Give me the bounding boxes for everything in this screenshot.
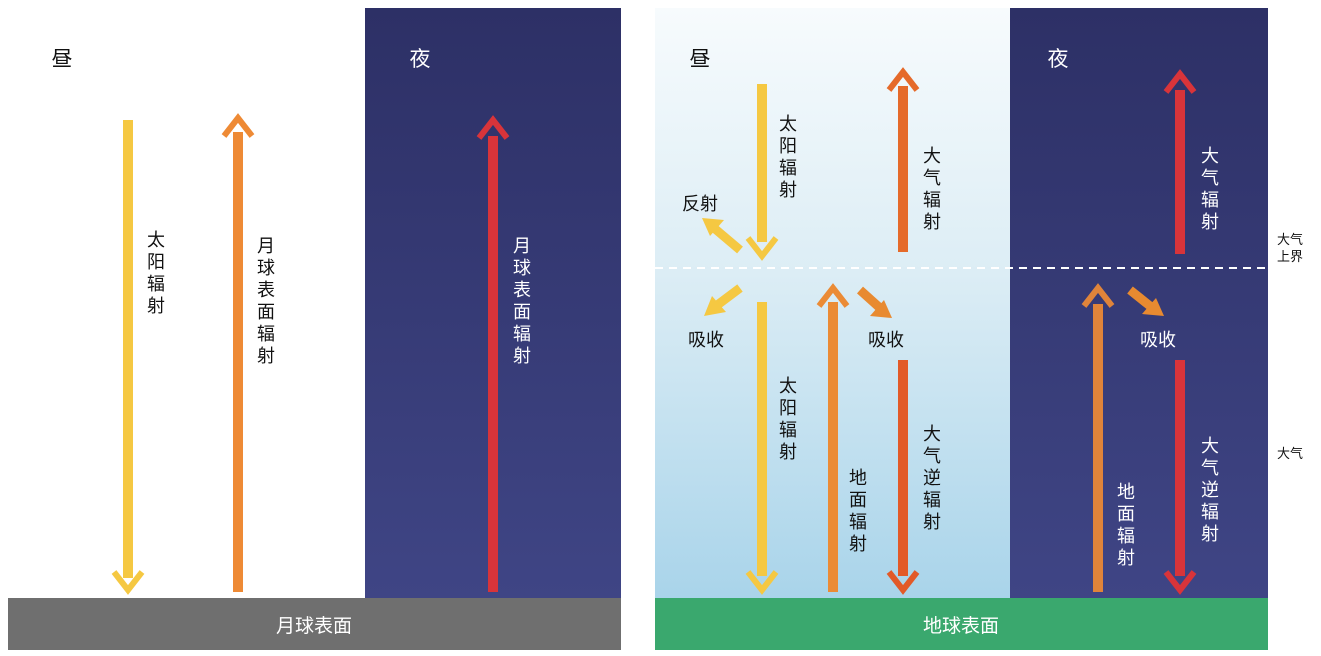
absorption-night-label: 吸收: [1140, 330, 1176, 351]
moon-day-sky: [8, 8, 365, 598]
absorption-night-arrow: [1127, 286, 1164, 316]
upper-boundary-label: 大气上界: [1277, 232, 1303, 265]
earth-night-label: 夜: [1048, 47, 1069, 71]
earth-day-label: 昼: [690, 47, 711, 71]
absorption-day-label: 吸收: [868, 330, 904, 351]
atmosphere-radiation-day-label: 大气辐射: [923, 146, 941, 233]
atmosphere-radiation-day-arrow: [886, 67, 920, 252]
counter-radiation-night-arrow: [1163, 360, 1197, 595]
earth-solar-radiation-bottom-arrow: [745, 302, 779, 595]
earth-solar-radiation-top-arrow: [745, 84, 779, 261]
counter-radiation-day-label: 大气逆辐射: [923, 424, 941, 533]
moon-surface-radiation-day-label: 月球表面辐射: [257, 236, 275, 367]
earth-surface-label: 地球表面: [923, 615, 999, 637]
ground-radiation-night-arrow: [1081, 283, 1115, 592]
counter-radiation-day-arrow: [886, 360, 920, 595]
ground-radiation-night-label: 地面辐射: [1117, 482, 1135, 569]
earth-panel: 地球表面 昼 夜 太阳辐射 反射 吸收 太阳辐射: [655, 8, 1303, 650]
reflection-arrow: [702, 218, 743, 254]
ground-radiation-day-arrow: [816, 283, 850, 592]
earth-surface: [655, 598, 1268, 650]
atmosphere-radiation-night-arrow: [1163, 69, 1197, 254]
absorption-left-label: 吸收: [688, 330, 724, 351]
moon-solar-radiation-label: 太阳辐射: [147, 230, 165, 317]
moon-solar-radiation-arrow: [111, 120, 145, 595]
earth-solar-radiation-top-label: 太阳辐射: [779, 114, 797, 201]
counter-radiation-night-label: 大气逆辐射: [1201, 436, 1219, 545]
moon-day-label: 昼: [52, 47, 73, 71]
earth-solar-radiation-bottom-label: 太阳辐射: [779, 376, 797, 463]
moon-surface-radiation-night-arrow: [476, 115, 510, 592]
absorption-day-arrow: [856, 286, 892, 318]
moon-surface-label: 月球表面: [276, 615, 352, 637]
moon-surface-radiation-night-label: 月球表面辐射: [513, 236, 531, 367]
atmosphere-radiation-night-label: 大气辐射: [1201, 146, 1219, 233]
atmosphere-label: 大气: [1277, 446, 1303, 462]
moon-surface-radiation-day-arrow: [221, 113, 255, 592]
moon-panel: 月球表面 昼 夜 太阳辐射 月球表面辐射 月球表面辐射: [8, 8, 621, 650]
ground-radiation-day-label: 地面辐射: [849, 468, 867, 555]
absorption-left-arrow: [704, 284, 743, 316]
moon-surface: [8, 598, 621, 650]
reflection-label: 反射: [682, 194, 718, 215]
moon-night-label: 夜: [410, 47, 431, 71]
earth-night-sky: [1010, 8, 1268, 598]
